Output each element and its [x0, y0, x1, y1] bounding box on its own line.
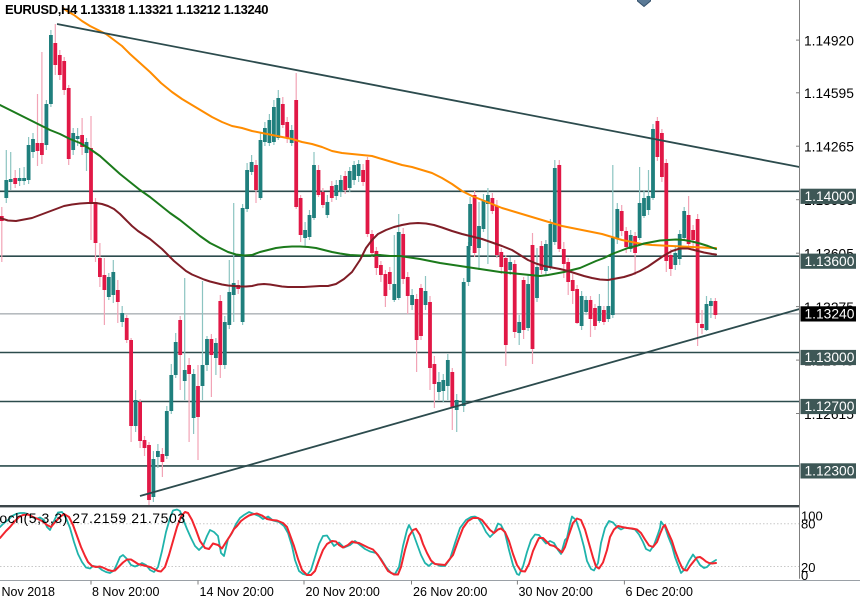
svg-text:8 Nov 20:00: 8 Nov 20:00	[92, 585, 159, 599]
svg-text:0: 0	[801, 568, 808, 583]
svg-text:20: 20	[801, 560, 815, 575]
svg-text:26 Nov 20:00: 26 Nov 20:00	[413, 585, 487, 599]
svg-text:Stoch(5,3,3) 27.2159 21.7503: Stoch(5,3,3) 27.2159 21.7503	[0, 510, 186, 526]
svg-text:14 Nov 20:00: 14 Nov 20:00	[200, 585, 274, 599]
svg-text:1.13600: 1.13600	[805, 254, 855, 269]
svg-text:20 Nov 20:00: 20 Nov 20:00	[306, 585, 380, 599]
svg-text:1.13240: 1.13240	[805, 307, 855, 322]
svg-text:Nov 2018: Nov 2018	[2, 585, 56, 599]
svg-text:80: 80	[801, 517, 815, 532]
svg-text:6 Dec 20:00: 6 Dec 20:00	[626, 585, 693, 599]
svg-text:30 Nov 20:00: 30 Nov 20:00	[519, 585, 593, 599]
svg-text:1.14920: 1.14920	[804, 33, 854, 48]
svg-text:1.14595: 1.14595	[804, 86, 854, 101]
svg-text:1.12300: 1.12300	[805, 464, 855, 479]
svg-text:1.12700: 1.12700	[805, 399, 855, 414]
svg-text:EURUSD,H4 1.13318 1.13321 1.1: EURUSD,H4 1.13318 1.13321 1.13212 1.1324…	[5, 2, 268, 17]
svg-text:100: 100	[801, 509, 823, 524]
svg-text:1.13000: 1.13000	[805, 350, 855, 365]
svg-text:1.14265: 1.14265	[804, 140, 854, 155]
svg-text:1.14000: 1.14000	[805, 189, 855, 204]
